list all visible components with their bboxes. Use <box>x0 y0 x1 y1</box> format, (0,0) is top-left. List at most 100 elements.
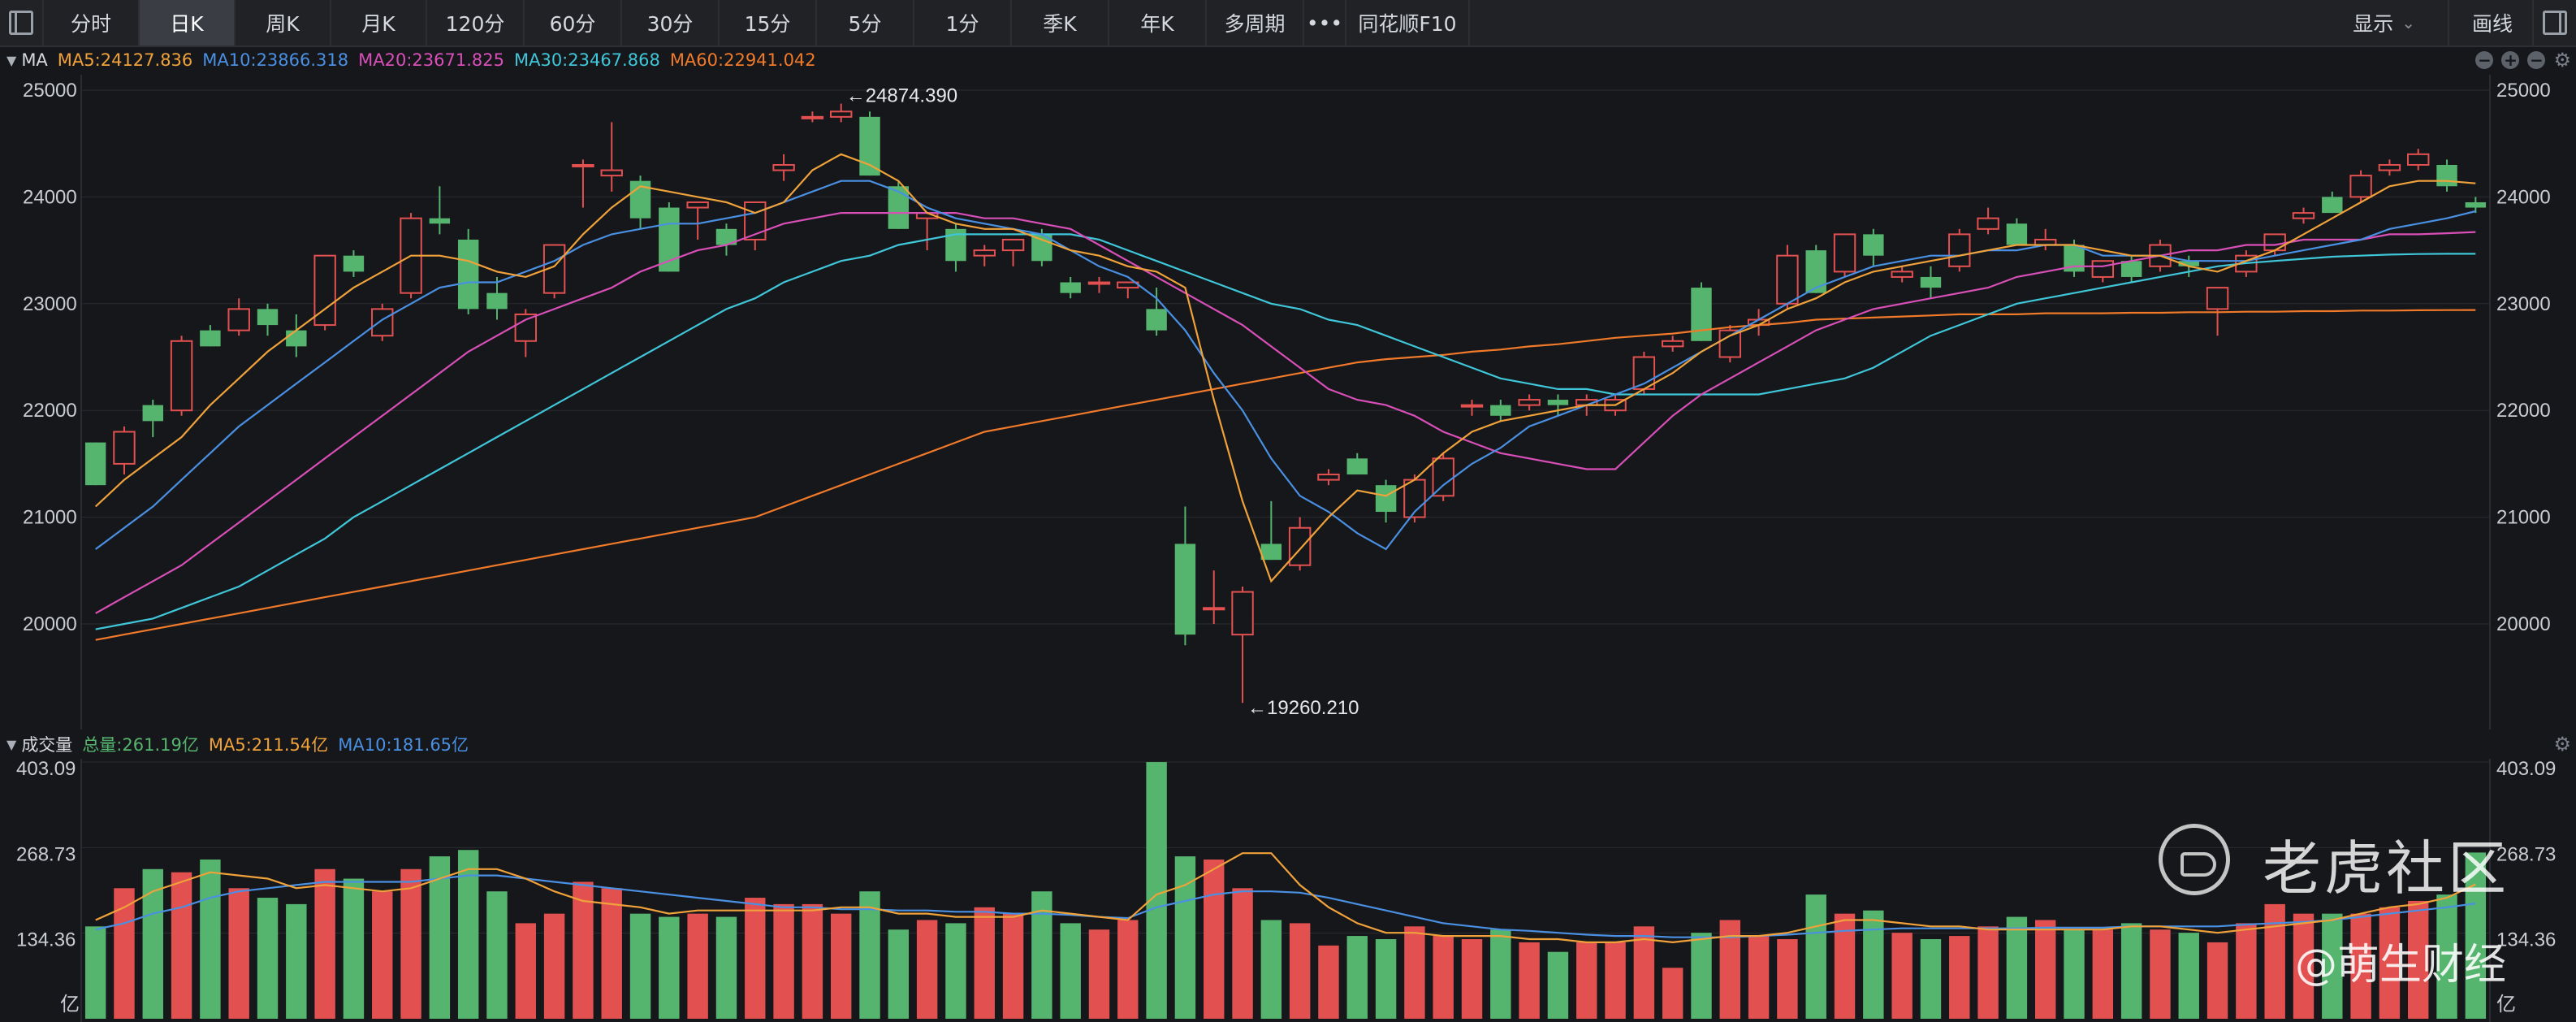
collapse-triangle-icon[interactable]: ▼ <box>6 736 17 752</box>
price-tick-left: 21000 <box>23 507 77 529</box>
zoom-in-icon[interactable]: + <box>2501 51 2520 69</box>
ma10-legend: MA10:23866.318 <box>202 50 349 70</box>
price-tick-right: 20000 <box>2496 613 2551 635</box>
volume-tick-right: 268.73 <box>2496 843 2556 865</box>
volume-bar <box>257 898 279 1019</box>
period-tabs: 分时 日K 周K 月K 120分 60分 30分 15分 5分 1分 季K 年K 多周期 ••• 同花顺F1… <box>44 0 1470 45</box>
high-annotation: ←24874.390 <box>846 85 957 107</box>
price-tick-right: 25000 <box>2496 80 2551 102</box>
gear-icon[interactable]: ⚙ <box>2553 733 2571 756</box>
volume-bar <box>1719 920 1741 1019</box>
tab-2[interactable]: 周K <box>236 0 331 45</box>
volume-bar <box>515 923 537 1019</box>
volume-bar <box>1777 939 1798 1019</box>
volume-ma10-line <box>95 874 2476 938</box>
candle-body <box>2206 287 2229 310</box>
price-tick-right: 23000 <box>2496 293 2551 315</box>
volume-tick-right: 134.36 <box>2496 929 2556 951</box>
volume-bar <box>2064 929 2085 1019</box>
close-indicator-icon[interactable]: − <box>2527 51 2546 69</box>
candle-body <box>1060 282 1081 293</box>
candle-body <box>227 308 250 331</box>
price-tick-right: 21000 <box>2496 507 2551 529</box>
volume-bar <box>1977 926 1999 1019</box>
indicator-name[interactable]: MA <box>21 50 48 70</box>
tab-14[interactable]: 同花顺F10 <box>1346 0 1470 45</box>
tab-5[interactable]: 60分 <box>525 0 622 45</box>
tab-12[interactable]: 多周期 <box>1207 0 1304 45</box>
candle-body <box>973 249 996 257</box>
tab-9[interactable]: 1分 <box>914 0 1012 45</box>
candle-body <box>686 201 709 209</box>
volume-bar <box>974 907 995 1019</box>
tab-13[interactable]: ••• <box>1304 0 1346 45</box>
candle-body <box>1146 309 1167 331</box>
tab-8[interactable]: 5分 <box>817 0 914 45</box>
volume-total-legend: 总量:261.19亿 <box>82 735 199 755</box>
sidebar-toggle-icon[interactable] <box>0 0 44 45</box>
tab-4[interactable]: 120分 <box>427 0 525 45</box>
candle-body <box>1948 233 1971 267</box>
volume-ma5-line <box>95 852 2476 944</box>
chevron-down-icon[interactable]: ⌄ <box>2401 13 2415 32</box>
volume-tick-right: 亿 <box>2496 994 2516 1016</box>
candle-body <box>829 110 853 118</box>
ma5-legend: MA5:24127.836 <box>57 50 193 70</box>
candle-body <box>600 169 623 177</box>
volume-bar <box>2120 923 2142 1019</box>
volume-bar <box>1490 929 1511 1019</box>
candle-body <box>1490 405 1511 416</box>
volume-bar <box>1519 942 1540 1019</box>
tab-7[interactable]: 15分 <box>720 0 817 45</box>
display-menu-button[interactable]: 显示 <box>2353 12 2394 36</box>
candle-body <box>286 330 307 347</box>
tab-3[interactable]: 月K <box>331 0 427 45</box>
volume-bar <box>1289 923 1311 1019</box>
panel-toggle-icon[interactable] <box>2534 11 2576 35</box>
collapse-triangle-icon[interactable]: ▼ <box>6 52 17 68</box>
volume-bar <box>2092 929 2114 1019</box>
volume-bar <box>286 903 307 1019</box>
price-tick-left: 24000 <box>23 186 77 208</box>
volume-bar <box>916 920 938 1019</box>
candle-body <box>170 340 193 412</box>
volume-indicator-name[interactable]: 成交量 <box>21 735 73 755</box>
candle-body <box>142 405 163 422</box>
volume-bar <box>1863 910 1884 1019</box>
volume-bar <box>1691 933 1712 1019</box>
candle-body <box>1920 276 1942 288</box>
candle-body <box>200 330 221 347</box>
candle-body <box>84 442 106 486</box>
volume-bar <box>2150 929 2171 1019</box>
price-tick-right: 24000 <box>2496 186 2551 208</box>
zoom-out-icon[interactable]: − <box>2475 51 2494 69</box>
tab-11[interactable]: 年K <box>1109 0 1207 45</box>
candle-body <box>1518 399 1541 406</box>
candle-body <box>1805 250 1826 293</box>
tab-6[interactable]: 30分 <box>622 0 720 45</box>
gear-icon[interactable]: ⚙ <box>2553 49 2571 71</box>
volume-bar <box>1060 923 1081 1019</box>
candlestick-chart[interactable]: 25000 25000 24000 24000 23000 23000 22000 22000… <box>0 75 2576 730</box>
candle-body <box>659 207 680 272</box>
candle-body <box>486 292 508 310</box>
tab-1[interactable]: 日K <box>140 0 236 45</box>
volume-bar <box>2408 900 2429 1019</box>
candle-body <box>1833 233 1856 273</box>
volume-bar <box>2006 916 2028 1019</box>
volume-bar <box>629 913 651 1019</box>
volume-bar <box>1260 920 1282 1019</box>
price-indicator-header: ▼ MA MA5:24127.836 MA10:23866.318 MA20:2… <box>0 45 2576 75</box>
candle-body <box>1001 238 1025 252</box>
volume-bar <box>314 868 335 1019</box>
tab-0[interactable]: 分时 <box>44 0 140 45</box>
draw-line-button[interactable]: 画线 <box>2471 12 2513 36</box>
tab-10[interactable]: 季K <box>1012 0 1109 45</box>
candle-body <box>457 239 479 310</box>
volume-bar <box>228 888 249 1019</box>
ma30-legend: MA30:23467.868 <box>513 50 660 70</box>
candle-body <box>371 308 394 337</box>
volume-chart[interactable]: 403.09 403.09 268.73 268.73 134.36 134.36 亿 亿 <box>0 759 2576 1022</box>
volume-bar <box>888 929 910 1019</box>
ma30-line <box>95 233 2476 630</box>
